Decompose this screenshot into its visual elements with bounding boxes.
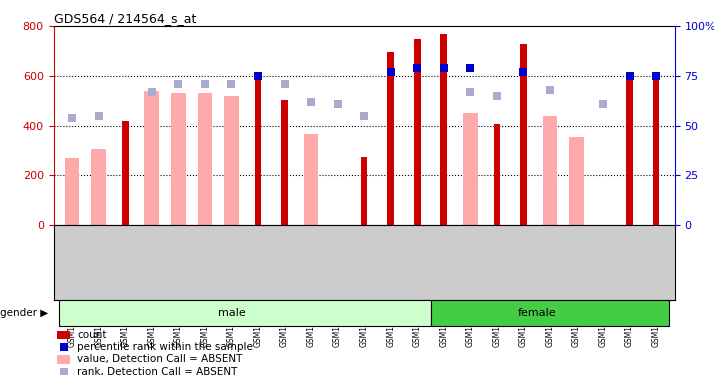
Bar	[57, 355, 70, 364]
Text: value, Detection Call = ABSENT: value, Detection Call = ABSENT	[77, 354, 243, 364]
Bar	[59, 300, 431, 326]
Bar	[303, 134, 318, 225]
Text: gender ▶: gender ▶	[0, 308, 49, 318]
Bar	[626, 76, 633, 225]
Text: male: male	[218, 308, 246, 318]
Bar	[281, 99, 288, 225]
Bar	[224, 96, 238, 225]
Bar	[198, 93, 212, 225]
Text: GDS564 / 214564_s_at: GDS564 / 214564_s_at	[54, 12, 196, 25]
Bar	[543, 116, 557, 225]
Bar	[569, 137, 584, 225]
Bar	[171, 93, 186, 225]
Bar	[57, 331, 70, 339]
Bar	[493, 124, 501, 225]
Bar	[441, 34, 447, 225]
Bar	[414, 39, 421, 225]
Bar	[122, 121, 129, 225]
Text: percentile rank within the sample: percentile rank within the sample	[77, 342, 253, 352]
Bar	[431, 300, 670, 326]
Bar	[653, 76, 660, 225]
Bar	[463, 113, 478, 225]
Bar	[144, 91, 159, 225]
Bar	[520, 44, 527, 225]
Text: female: female	[518, 308, 556, 318]
Bar	[361, 157, 368, 225]
Bar	[65, 158, 79, 225]
Text: rank, Detection Call = ABSENT: rank, Detection Call = ABSENT	[77, 367, 238, 375]
Bar	[91, 149, 106, 225]
Bar	[388, 53, 394, 225]
Text: count: count	[77, 330, 106, 340]
Bar	[255, 76, 261, 225]
